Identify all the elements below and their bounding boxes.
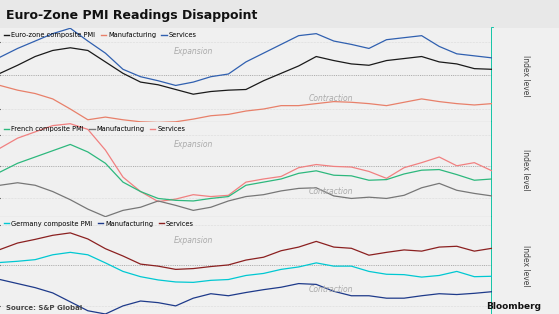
Text: Euro-Zone PMI Readings Disappoint: Euro-Zone PMI Readings Disappoint [6,9,257,22]
Text: Contraction: Contraction [309,285,353,294]
Text: Expansion: Expansion [174,47,214,56]
Text: Expansion: Expansion [174,236,214,246]
Text: Contraction: Contraction [309,187,353,196]
Text: Source: S&P Global: Source: S&P Global [6,305,82,311]
Legend: Germany composite PMI, Manufacturing, Services: Germany composite PMI, Manufacturing, Se… [3,220,195,227]
Legend: French composite PMI, Manufacturing, Services: French composite PMI, Manufacturing, Ser… [3,126,186,133]
Text: Index level: Index level [521,55,530,96]
Text: Index level: Index level [521,149,530,190]
Text: Index level: Index level [521,245,530,286]
Legend: Euro-zone composite PMI, Manufacturing, Services: Euro-zone composite PMI, Manufacturing, … [3,32,197,39]
Text: Expansion: Expansion [174,140,214,149]
Text: Contraction: Contraction [309,95,353,103]
Text: Bloomberg: Bloomberg [486,302,541,311]
